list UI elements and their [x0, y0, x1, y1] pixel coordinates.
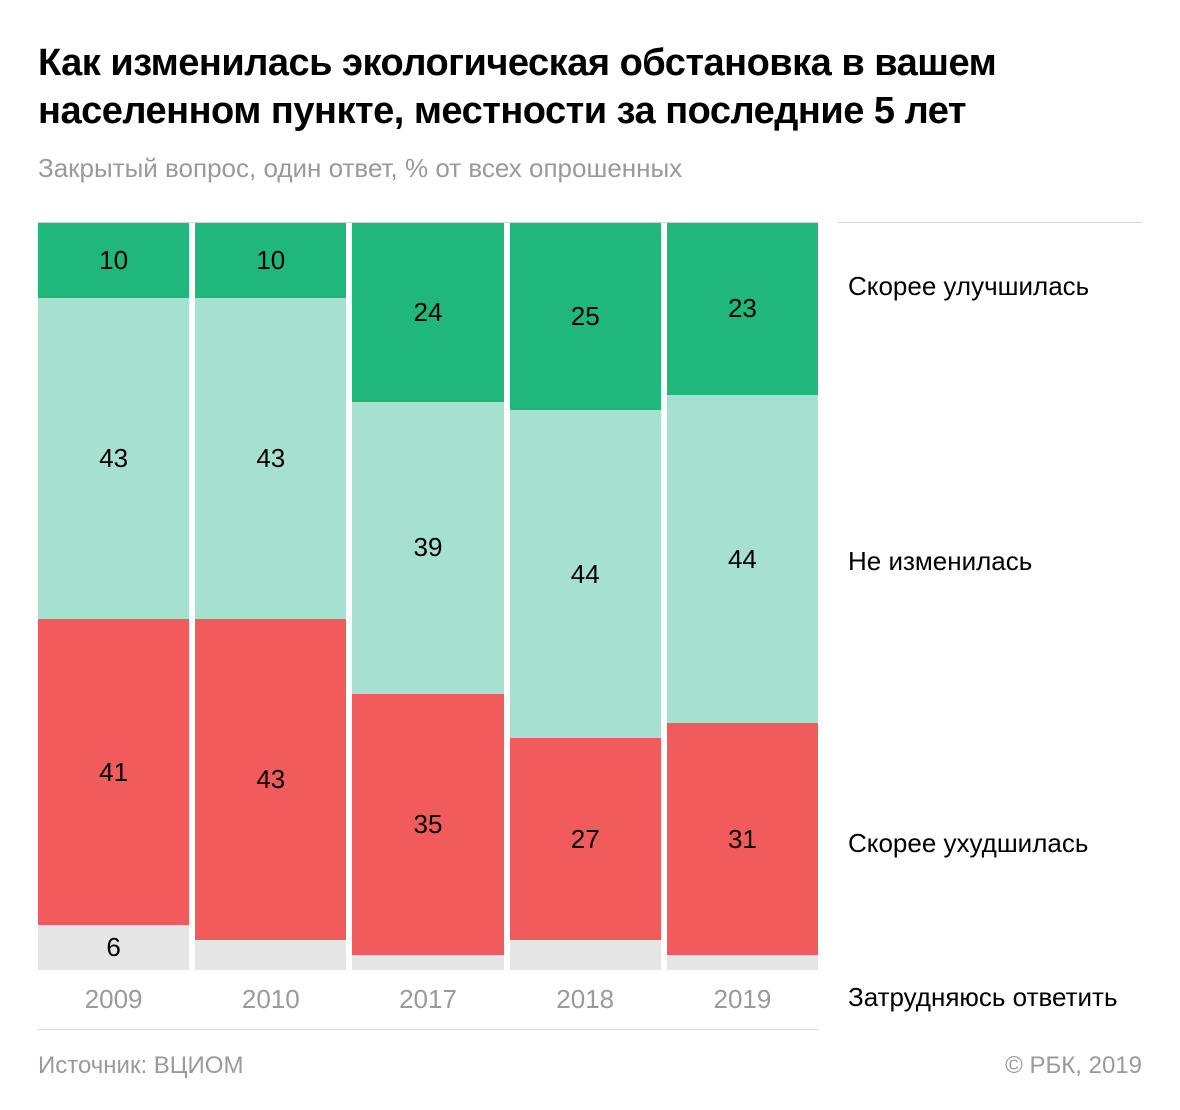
bars-region: 10434161043434243935225442742344312 — [38, 222, 818, 970]
chart-subtitle: Закрытый вопрос, один ответ, % от всех о… — [38, 153, 1142, 184]
bar-stack: 2439352 — [352, 223, 503, 970]
bar-column: 2344312 — [667, 223, 818, 970]
bar-segment-improved: 10 — [195, 223, 346, 298]
bar-segment-worsened: 35 — [352, 694, 503, 955]
x-axis-label: 2019 — [667, 984, 818, 1015]
bar-stack: 1043434 — [195, 223, 346, 970]
bar-segment-dontknow: 2 — [667, 955, 818, 970]
bar-column: 1043434 — [195, 223, 346, 970]
bar-segment-worsened: 41 — [38, 619, 189, 925]
legend-item-improved: Скорее улучшилась — [848, 271, 1089, 302]
bar-segment-unchanged: 39 — [352, 402, 503, 693]
bar-segment-unchanged: 44 — [510, 410, 661, 739]
bar-segment-dontknow: 2 — [352, 955, 503, 970]
chart-title: Как изменилась экологическая обстановка … — [38, 40, 1142, 135]
bar-segment-worsened: 27 — [510, 738, 661, 940]
chart-footer: Источник: ВЦИОМ © РБК, 2019 — [38, 1052, 1142, 1080]
bar-stack: 2544274 — [510, 223, 661, 970]
bar-segment-improved: 23 — [667, 223, 818, 395]
bar-segment-worsened: 31 — [667, 723, 818, 955]
legend-item-unchanged: Не изменилась — [848, 546, 1032, 577]
bar-column: 2544274 — [510, 223, 661, 970]
bar-segment-improved: 10 — [38, 223, 189, 298]
bar-segment-dontknow: 4 — [195, 940, 346, 970]
copyright-text: © РБК, 2019 — [1005, 1052, 1142, 1080]
legend: Скорее улучшилась Не изменилась Скорее уху… — [838, 222, 1142, 1030]
x-axis-label: 2009 — [38, 984, 189, 1015]
bar-segment-unchanged: 44 — [667, 395, 818, 724]
bar-segment-unchanged: 43 — [38, 298, 189, 619]
bar-stack: 2344312 — [667, 223, 818, 970]
bar-column: 1043416 — [38, 223, 189, 970]
x-axis-label: 2018 — [510, 984, 661, 1015]
bar-segment-dontknow: 6 — [38, 925, 189, 970]
legend-item-worsened: Скорее ухудшилась — [848, 828, 1088, 859]
legend-item-dontknow: Затрудняюсь ответить — [848, 982, 1117, 1013]
bar-stack: 1043416 — [38, 223, 189, 970]
bar-segment-worsened: 43 — [195, 619, 346, 940]
x-axis-labels: 20092010201720182019 — [38, 970, 818, 1030]
source-text: Источник: ВЦИОМ — [38, 1052, 243, 1080]
bar-segment-dontknow: 4 — [510, 940, 661, 970]
bar-segment-improved: 24 — [352, 223, 503, 402]
chart-area: 10434161043434243935225442742344312 2009… — [38, 222, 818, 1030]
x-axis-label: 2017 — [352, 984, 503, 1015]
x-axis-label: 2010 — [195, 984, 346, 1015]
bar-column: 2439352 — [352, 223, 503, 970]
bar-segment-unchanged: 43 — [195, 298, 346, 619]
chart-container: 10434161043434243935225442742344312 2009… — [38, 222, 1142, 1030]
bar-segment-improved: 25 — [510, 223, 661, 410]
